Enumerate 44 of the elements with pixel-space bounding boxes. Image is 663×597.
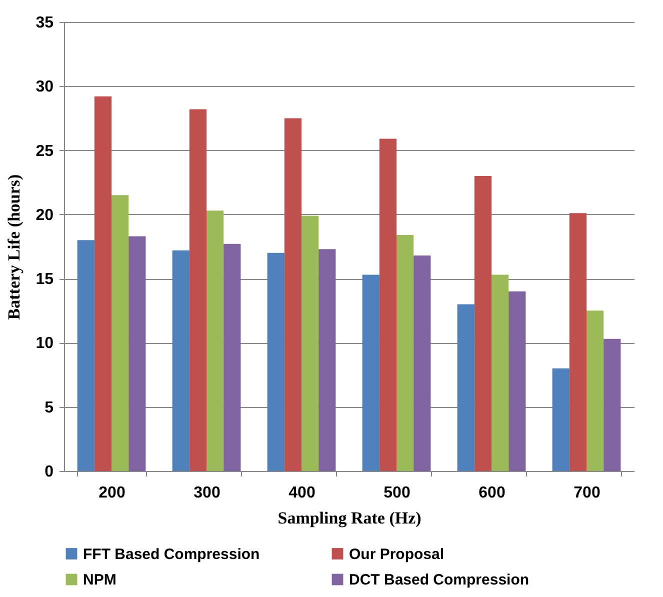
- legend-label: DCT Based Compression: [349, 572, 530, 588]
- bar: [206, 210, 224, 471]
- bar: [128, 236, 146, 471]
- bar: [474, 176, 492, 471]
- bar: [172, 250, 190, 471]
- x-tick-label: 400: [288, 484, 316, 502]
- legend-label: FFT Based Compression: [83, 546, 260, 563]
- x-tick-label: 500: [384, 484, 410, 502]
- x-tick-label: 300: [194, 484, 220, 502]
- bar: [396, 234, 414, 471]
- y-tick-label: 35: [36, 14, 54, 32]
- bar: [94, 96, 112, 471]
- bar: [569, 213, 586, 471]
- bar: [267, 252, 284, 471]
- bar: [586, 310, 604, 471]
- y-tick-label: 0: [44, 464, 54, 480]
- legend-label: Our Proposal: [349, 546, 444, 563]
- y-tick-label: 25: [36, 142, 54, 160]
- bar: [508, 291, 526, 471]
- x-tick-label: 600: [478, 484, 506, 502]
- bar: [284, 118, 302, 471]
- bar: [77, 240, 94, 471]
- bar: [552, 368, 570, 471]
- bar: [112, 195, 129, 471]
- x-tick-label: 700: [574, 484, 600, 502]
- legend-label: NPM: [83, 572, 116, 588]
- bar: [302, 216, 319, 471]
- bar: [414, 255, 431, 471]
- y-tick-label: 15: [36, 271, 54, 288]
- x-axis-title: Sampling Rate (Hz): [278, 508, 422, 528]
- y-tick-label: 30: [36, 78, 54, 96]
- bar: [492, 274, 509, 471]
- bar: [379, 138, 396, 471]
- y-tick-label: 20: [36, 206, 54, 224]
- bar: [224, 244, 241, 471]
- bar: [457, 304, 474, 471]
- bar: [189, 109, 206, 471]
- bar: [604, 338, 621, 471]
- y-axis-title: Battery Life (hours): [4, 174, 24, 320]
- bar: [318, 249, 336, 471]
- y-tick-label: 5: [44, 399, 54, 416]
- y-tick-label: 10: [36, 335, 54, 352]
- x-tick-label: 200: [98, 484, 126, 502]
- bar: [362, 274, 380, 471]
